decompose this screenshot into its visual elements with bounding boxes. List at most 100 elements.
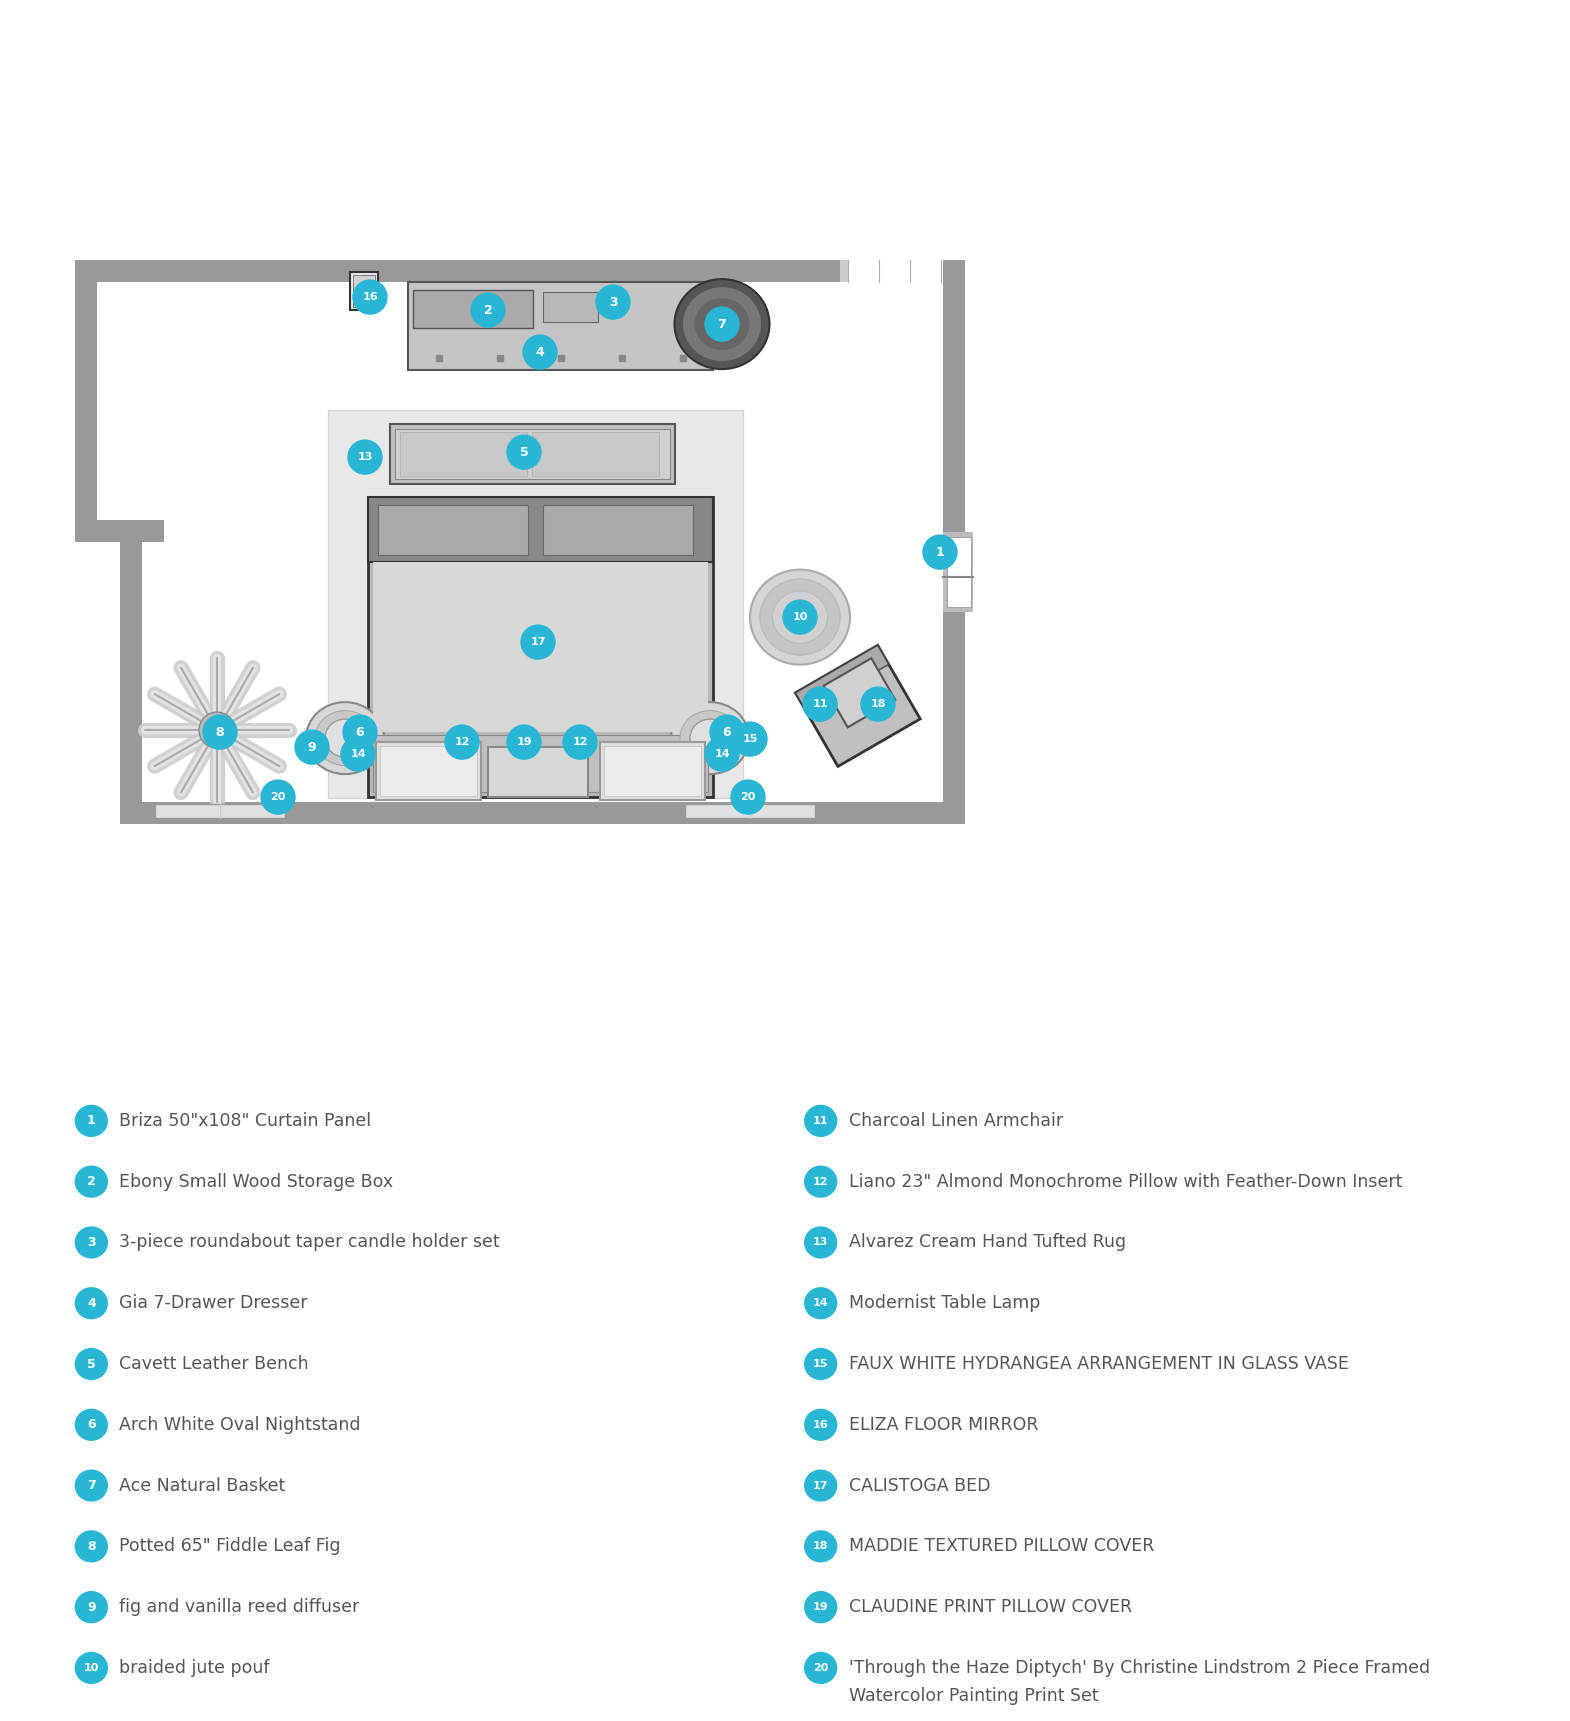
Bar bbox=[75, 260, 97, 282]
Text: MADDIE TEXTURED PILLOW COVER: MADDIE TEXTURED PILLOW COVER bbox=[849, 1537, 1154, 1556]
Bar bbox=[119, 260, 141, 824]
Text: 19: 19 bbox=[813, 1602, 829, 1613]
Circle shape bbox=[507, 435, 542, 470]
Circle shape bbox=[923, 535, 958, 570]
Circle shape bbox=[471, 293, 506, 327]
Circle shape bbox=[75, 1409, 107, 1440]
Circle shape bbox=[75, 1470, 107, 1501]
Ellipse shape bbox=[325, 719, 364, 757]
Circle shape bbox=[597, 286, 630, 318]
Text: Briza 50"x108" Curtain Panel: Briza 50"x108" Curtain Panel bbox=[119, 1112, 372, 1131]
Bar bbox=[328, 410, 743, 799]
Text: 16: 16 bbox=[363, 293, 378, 303]
Ellipse shape bbox=[750, 570, 849, 664]
Circle shape bbox=[733, 723, 768, 756]
Bar bbox=[374, 563, 708, 731]
Bar bbox=[75, 542, 119, 824]
Text: 4: 4 bbox=[535, 346, 545, 358]
Text: 4: 4 bbox=[86, 1296, 96, 1310]
Text: Modernist Table Lamp: Modernist Table Lamp bbox=[849, 1294, 1039, 1311]
Circle shape bbox=[341, 737, 375, 771]
Bar bbox=[947, 537, 970, 608]
Circle shape bbox=[261, 780, 295, 814]
Text: Cavett Leather Bench: Cavett Leather Bench bbox=[119, 1354, 309, 1373]
Text: 2: 2 bbox=[484, 303, 493, 317]
Circle shape bbox=[805, 1287, 837, 1318]
Ellipse shape bbox=[760, 578, 840, 656]
Bar bbox=[400, 432, 528, 477]
Text: 14: 14 bbox=[350, 749, 366, 759]
Text: 3-piece roundabout taper candle holder set: 3-piece roundabout taper candle holder s… bbox=[119, 1234, 499, 1251]
Circle shape bbox=[521, 625, 556, 659]
Circle shape bbox=[860, 687, 895, 721]
Circle shape bbox=[728, 725, 757, 754]
Circle shape bbox=[783, 601, 816, 633]
Text: 7: 7 bbox=[86, 1478, 96, 1492]
Bar bbox=[119, 260, 966, 282]
Bar bbox=[75, 260, 141, 542]
Text: 19: 19 bbox=[517, 737, 532, 747]
Bar bbox=[380, 747, 477, 797]
Ellipse shape bbox=[772, 590, 827, 644]
Ellipse shape bbox=[694, 298, 749, 349]
Text: 3: 3 bbox=[86, 1236, 96, 1249]
Text: 5: 5 bbox=[86, 1358, 96, 1370]
Text: 18: 18 bbox=[870, 699, 885, 709]
Bar bbox=[97, 282, 141, 542]
Circle shape bbox=[705, 737, 739, 771]
Bar bbox=[75, 520, 97, 542]
Circle shape bbox=[199, 712, 236, 749]
Bar bbox=[796, 645, 920, 766]
Text: 17: 17 bbox=[813, 1480, 829, 1490]
Ellipse shape bbox=[680, 711, 739, 766]
Text: Charcoal Linen Armchair: Charcoal Linen Armchair bbox=[849, 1112, 1063, 1131]
Circle shape bbox=[507, 725, 542, 759]
Bar bbox=[119, 802, 966, 824]
Ellipse shape bbox=[683, 287, 761, 361]
Text: Liano 23" Almond Monochrome Pillow with Feather-Down Insert: Liano 23" Almond Monochrome Pillow with … bbox=[849, 1172, 1402, 1191]
Circle shape bbox=[444, 725, 479, 759]
Circle shape bbox=[805, 1470, 837, 1501]
Bar bbox=[396, 429, 670, 478]
Circle shape bbox=[805, 1349, 837, 1380]
Text: 6: 6 bbox=[86, 1418, 96, 1432]
Text: 20: 20 bbox=[813, 1662, 829, 1673]
Ellipse shape bbox=[316, 711, 375, 766]
Circle shape bbox=[203, 716, 237, 749]
Bar bbox=[840, 260, 944, 282]
Circle shape bbox=[805, 1227, 837, 1258]
Ellipse shape bbox=[689, 719, 730, 757]
Text: Ace Natural Basket: Ace Natural Basket bbox=[119, 1477, 286, 1494]
Text: 2: 2 bbox=[86, 1175, 96, 1187]
Text: 20: 20 bbox=[270, 792, 286, 802]
Circle shape bbox=[710, 716, 744, 749]
Bar bbox=[944, 260, 966, 824]
Bar bbox=[389, 423, 675, 484]
Bar bbox=[375, 742, 480, 800]
Text: 11: 11 bbox=[813, 1115, 829, 1126]
Text: FAUX WHITE HYDRANGEA ARRANGEMENT IN GLASS VASE: FAUX WHITE HYDRANGEA ARRANGEMENT IN GLAS… bbox=[849, 1354, 1349, 1373]
Text: 9: 9 bbox=[86, 1601, 96, 1614]
Circle shape bbox=[75, 1532, 107, 1563]
Bar bbox=[141, 282, 944, 802]
Text: 13: 13 bbox=[358, 453, 372, 463]
Bar bbox=[374, 735, 708, 792]
Text: Alvarez Cream Hand Tufted Rug: Alvarez Cream Hand Tufted Rug bbox=[849, 1234, 1126, 1251]
Circle shape bbox=[295, 730, 330, 764]
Text: 7: 7 bbox=[717, 318, 727, 330]
Bar bbox=[944, 532, 973, 613]
Circle shape bbox=[805, 1592, 837, 1623]
Circle shape bbox=[564, 725, 597, 759]
Text: Arch White Oval Nightstand: Arch White Oval Nightstand bbox=[119, 1416, 361, 1434]
Bar bbox=[97, 520, 163, 542]
Circle shape bbox=[75, 1105, 107, 1136]
Text: 9: 9 bbox=[308, 740, 316, 754]
Text: 10: 10 bbox=[83, 1662, 99, 1673]
Circle shape bbox=[802, 687, 837, 721]
Text: 6: 6 bbox=[722, 726, 732, 738]
Text: Potted 65" Fiddle Leaf Fig: Potted 65" Fiddle Leaf Fig bbox=[119, 1537, 341, 1556]
Text: CLAUDINE PRINT PILLOW COVER: CLAUDINE PRINT PILLOW COVER bbox=[849, 1599, 1132, 1616]
Text: 20: 20 bbox=[741, 792, 755, 802]
Text: 14: 14 bbox=[714, 749, 730, 759]
Circle shape bbox=[705, 306, 739, 341]
